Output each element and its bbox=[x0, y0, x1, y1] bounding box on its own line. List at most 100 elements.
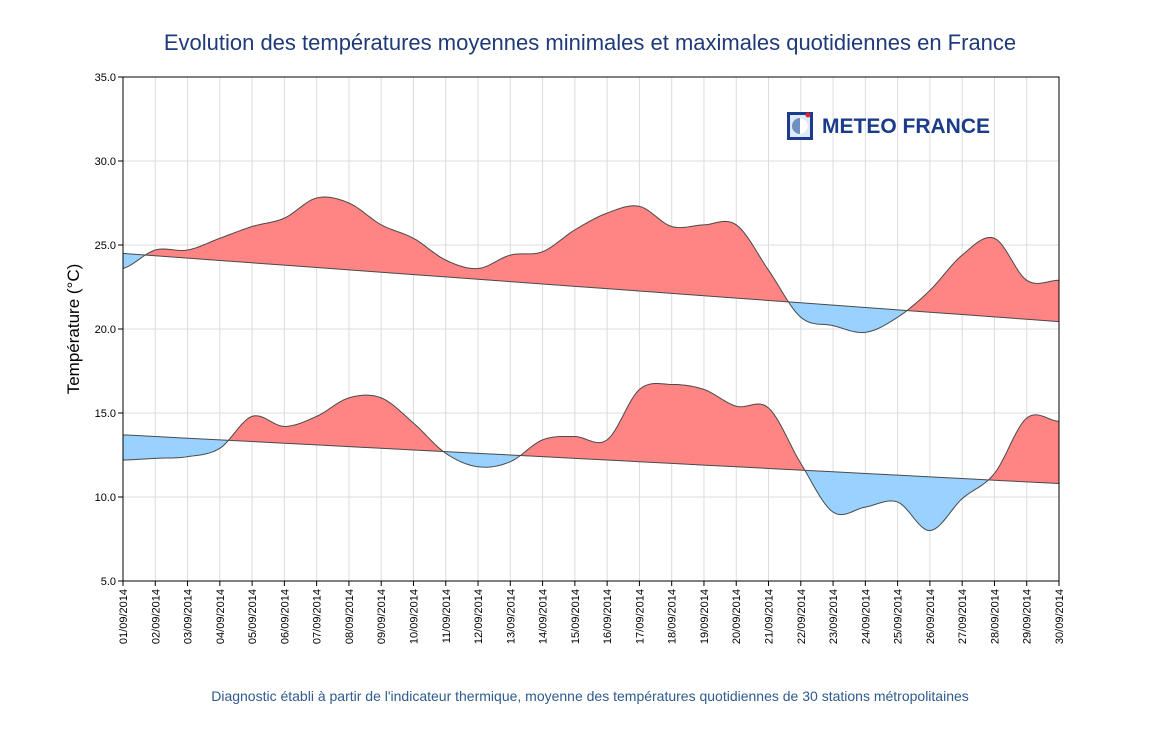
area-above-normal bbox=[399, 232, 404, 275]
area-above-normal bbox=[337, 400, 342, 447]
area-above-normal bbox=[501, 256, 506, 282]
area-above-normal bbox=[1010, 257, 1014, 319]
area-above-normal bbox=[386, 400, 390, 450]
area-below-normal bbox=[846, 305, 850, 331]
area-below-normal bbox=[168, 436, 172, 459]
area-above-normal bbox=[961, 252, 966, 316]
area-above-normal bbox=[606, 436, 611, 461]
area-above-normal bbox=[375, 395, 379, 449]
area-below-normal bbox=[878, 473, 882, 504]
area-above-normal bbox=[604, 439, 608, 461]
area-below-normal bbox=[859, 472, 863, 509]
area-above-normal bbox=[1031, 414, 1036, 483]
area-above-normal bbox=[407, 417, 412, 451]
area-below-normal bbox=[924, 476, 928, 531]
area-above-normal bbox=[563, 234, 568, 287]
area-above-normal bbox=[456, 264, 460, 279]
y-tick-label: 15.0 bbox=[95, 408, 116, 420]
area-above-normal bbox=[620, 207, 624, 291]
area-above-normal bbox=[278, 425, 282, 444]
area-above-normal bbox=[932, 283, 936, 313]
area-above-normal bbox=[596, 442, 600, 460]
area-above-normal bbox=[671, 226, 675, 294]
area-above-normal bbox=[300, 421, 304, 445]
area-above-normal bbox=[483, 266, 487, 281]
area-above-normal bbox=[332, 197, 336, 270]
area-above-normal bbox=[340, 399, 344, 447]
area-below-normal bbox=[840, 305, 845, 330]
area-above-normal bbox=[351, 396, 355, 448]
area-below-normal bbox=[141, 435, 145, 460]
area-above-normal bbox=[356, 395, 360, 448]
area-below-normal bbox=[918, 475, 923, 528]
area-below-normal bbox=[851, 472, 855, 513]
x-tick-label: 04/09/2014 bbox=[215, 589, 227, 644]
area-above-normal bbox=[246, 417, 250, 442]
area-below-normal bbox=[491, 453, 495, 468]
area-above-normal bbox=[1050, 280, 1054, 322]
area-below-normal bbox=[176, 437, 180, 459]
area-above-normal bbox=[744, 232, 748, 300]
area-above-normal bbox=[297, 422, 301, 445]
area-above-normal bbox=[284, 216, 288, 266]
area-above-normal bbox=[544, 437, 549, 458]
area-above-normal bbox=[520, 253, 525, 283]
area-below-normal bbox=[851, 306, 855, 333]
area-above-normal bbox=[730, 221, 734, 299]
area-below-normal bbox=[157, 436, 161, 459]
area-above-normal bbox=[655, 215, 659, 293]
area-below-normal bbox=[827, 471, 831, 511]
area-below-normal bbox=[832, 304, 837, 327]
area-above-normal bbox=[641, 206, 646, 292]
y-tick-label: 20.0 bbox=[95, 324, 116, 336]
area-above-normal bbox=[757, 403, 761, 469]
area-above-normal bbox=[257, 415, 261, 443]
area-layer bbox=[122, 196, 1060, 531]
area-above-normal bbox=[975, 241, 979, 317]
area-above-normal bbox=[405, 415, 409, 450]
area-above-normal bbox=[173, 249, 178, 258]
area-below-normal bbox=[813, 303, 818, 325]
area-above-normal bbox=[700, 388, 705, 466]
area-below-normal bbox=[198, 438, 202, 456]
area-above-normal bbox=[208, 241, 213, 261]
area-above-normal bbox=[711, 222, 716, 297]
area-above-normal bbox=[684, 384, 689, 465]
area-above-normal bbox=[631, 205, 635, 291]
area-above-normal bbox=[319, 196, 323, 269]
area-above-normal bbox=[571, 229, 576, 287]
area-above-normal bbox=[558, 238, 562, 286]
area-above-normal bbox=[929, 286, 933, 313]
area-above-normal bbox=[526, 253, 530, 284]
area-above-normal bbox=[394, 405, 398, 450]
area-above-normal bbox=[480, 267, 484, 280]
area-below-normal bbox=[163, 436, 167, 459]
area-above-normal bbox=[617, 420, 621, 462]
area-above-normal bbox=[636, 388, 640, 463]
area-above-normal bbox=[259, 415, 264, 443]
area-above-normal bbox=[574, 227, 578, 287]
area-below-normal bbox=[881, 308, 885, 328]
area-above-normal bbox=[321, 411, 326, 446]
area-below-normal bbox=[881, 474, 885, 503]
area-above-normal bbox=[569, 231, 573, 287]
area-above-normal bbox=[308, 418, 312, 445]
area-above-normal bbox=[518, 253, 522, 283]
area-above-normal bbox=[752, 403, 756, 469]
area-above-normal bbox=[924, 292, 928, 313]
area-above-normal bbox=[614, 208, 619, 290]
area-above-normal bbox=[418, 427, 422, 451]
area-above-normal bbox=[176, 249, 180, 258]
area-above-normal bbox=[703, 389, 707, 466]
area-below-normal bbox=[496, 453, 500, 467]
area-below-normal bbox=[146, 435, 151, 460]
x-tick-label: 21/09/2014 bbox=[764, 589, 776, 644]
area-below-normal bbox=[808, 303, 812, 324]
area-above-normal bbox=[1012, 261, 1017, 319]
area-below-normal bbox=[475, 452, 479, 468]
area-above-normal bbox=[515, 253, 519, 283]
area-above-normal bbox=[778, 422, 783, 470]
area-above-normal bbox=[257, 224, 261, 264]
area-above-normal bbox=[423, 244, 428, 276]
area-below-normal bbox=[953, 477, 958, 509]
